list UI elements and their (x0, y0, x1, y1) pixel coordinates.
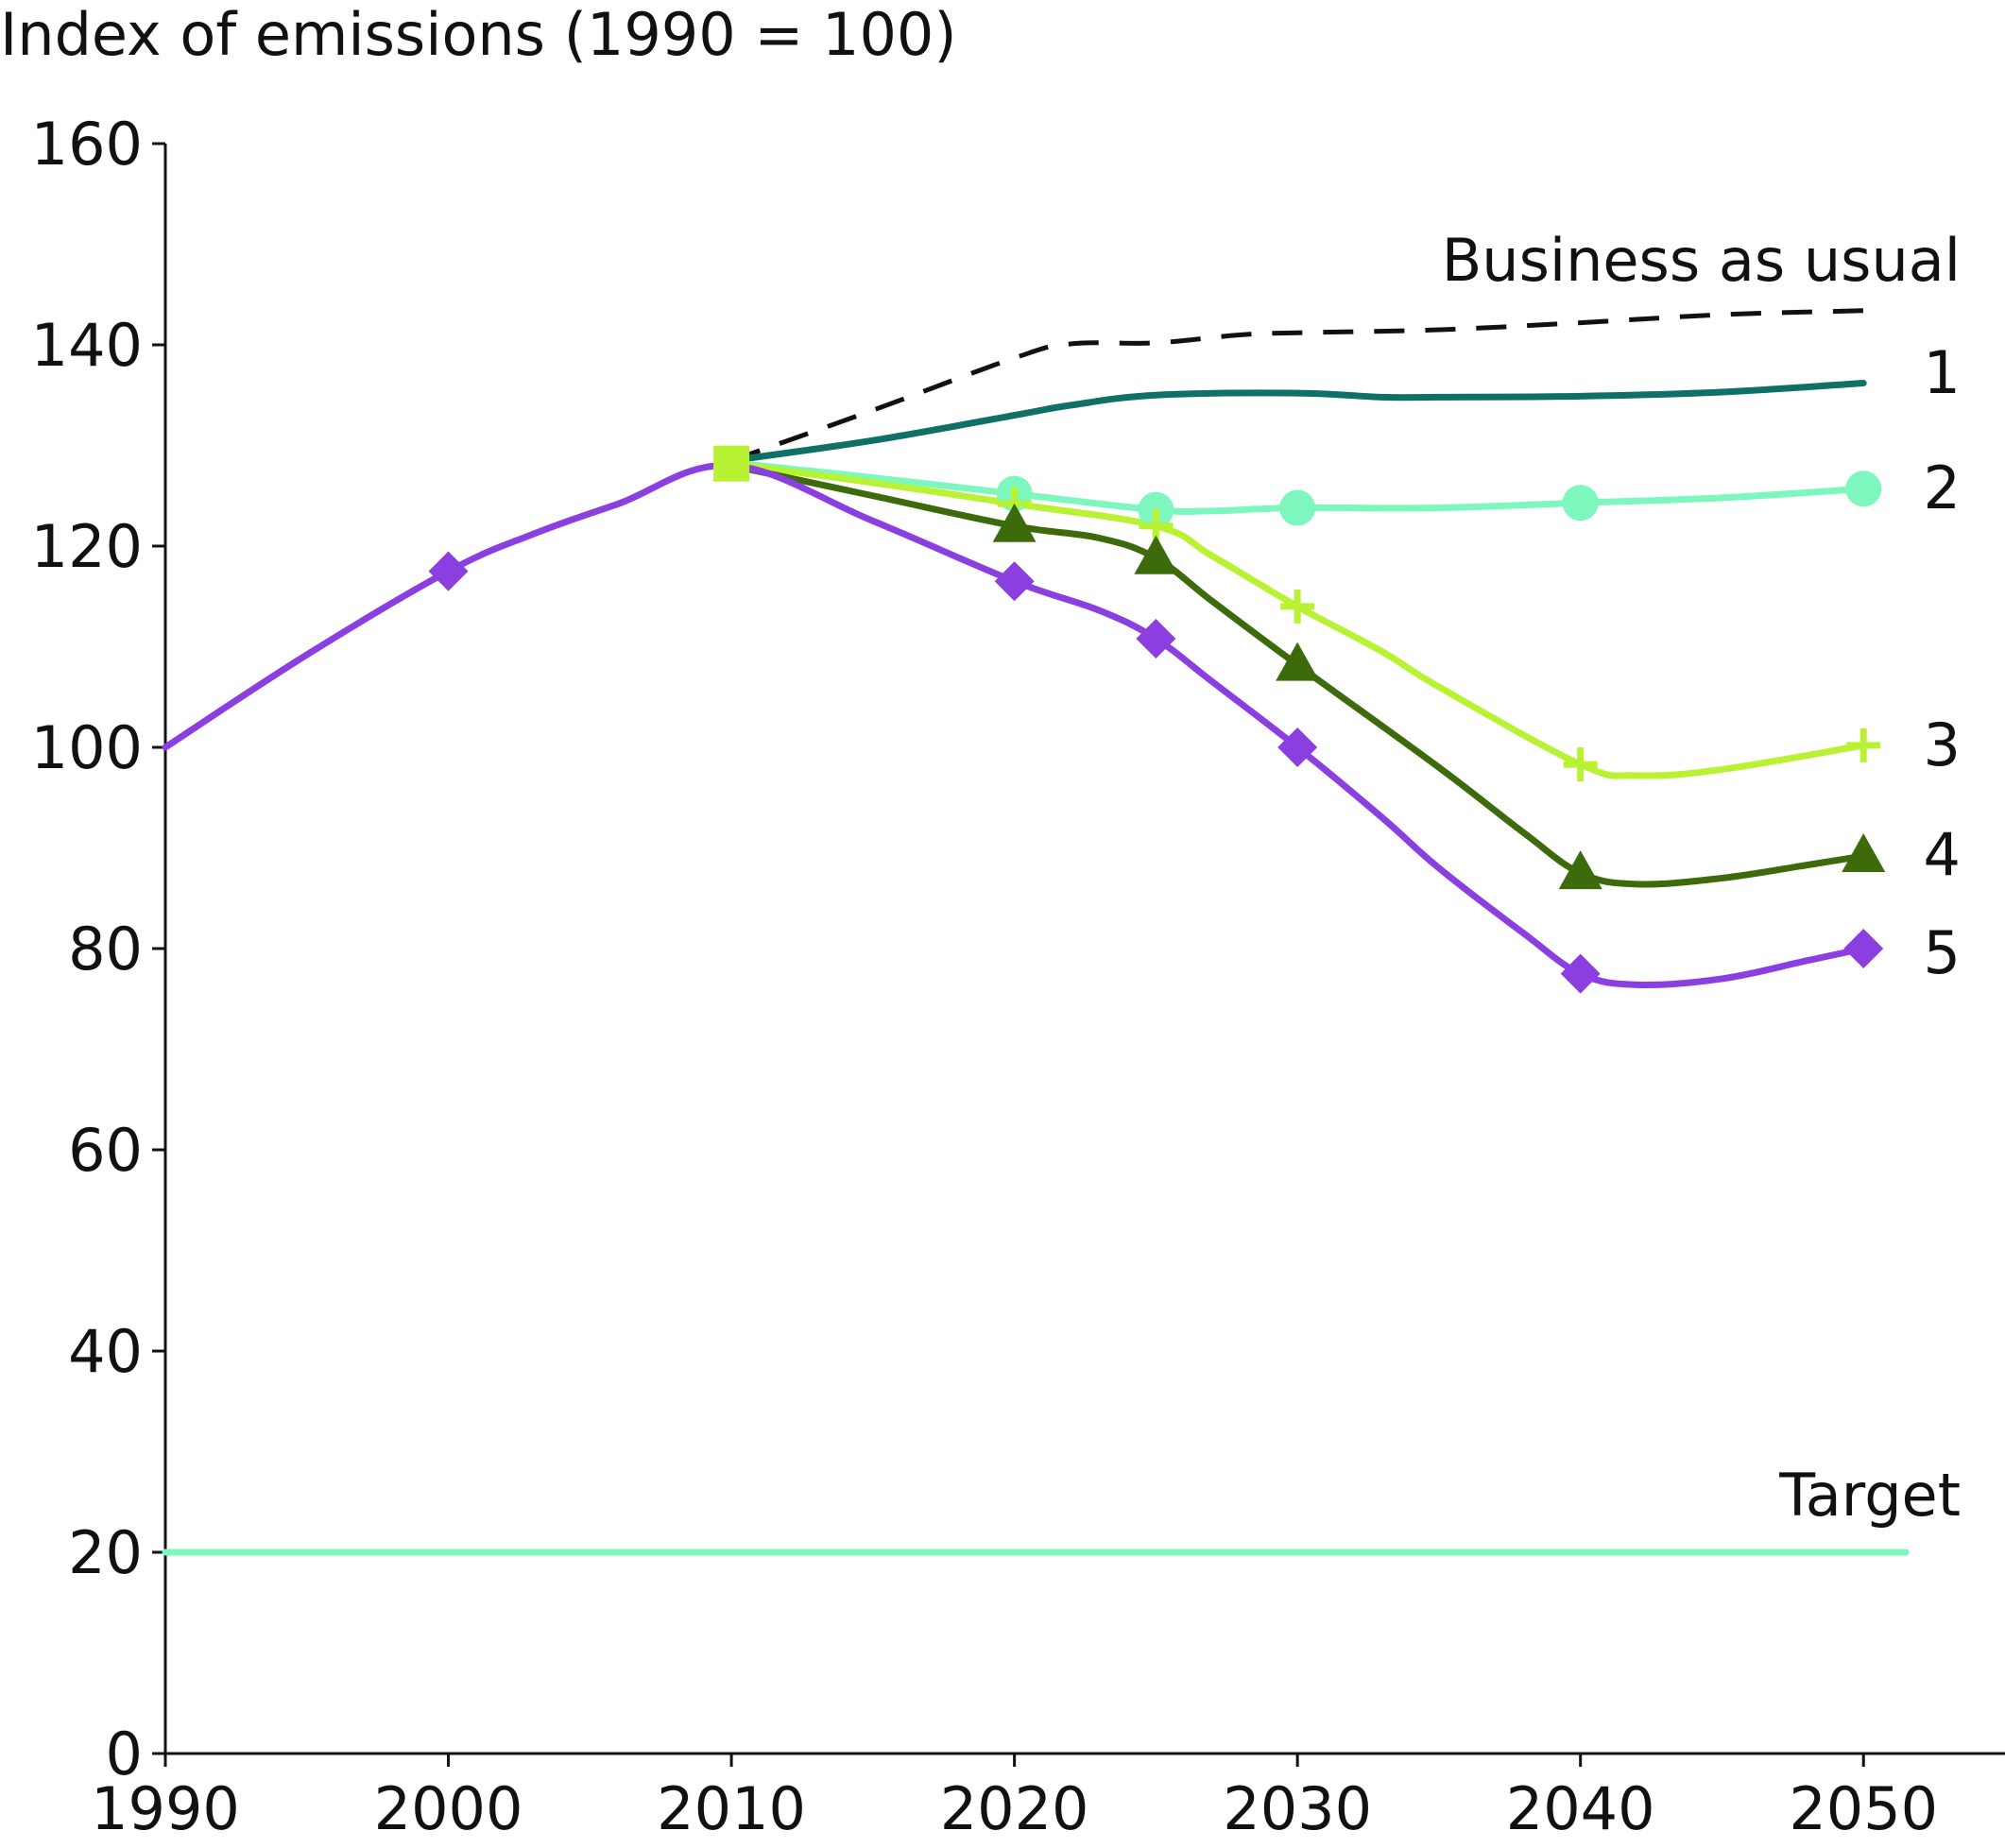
y-tick-label: 20 (68, 1518, 143, 1587)
y-axis-title: Index of emissions (1990 = 100) (0, 0, 957, 69)
series-label-target: Target (1778, 1461, 1961, 1530)
series-layer (162, 308, 1910, 1556)
x-tick-label: 2000 (374, 1774, 523, 1843)
series-marker-5 (1843, 929, 1884, 968)
series-marker-4 (1842, 833, 1886, 873)
y-tick-label: 140 (31, 311, 143, 380)
series-marker-3 (1846, 727, 1881, 762)
series-label-3: 3 (1924, 710, 1961, 779)
series-marker-4 (1134, 535, 1178, 574)
series-label-5: 5 (1924, 918, 1961, 987)
series-marker-5 (1136, 618, 1176, 659)
series-line-4 (728, 462, 1867, 888)
y-tick-label: 160 (31, 110, 143, 179)
x-tick-label: 1990 (91, 1774, 240, 1843)
series-line-1 (728, 379, 1867, 464)
x-tick-label: 2020 (940, 1774, 1089, 1843)
label-layer: Business as usual 1 2 3 4 5 Target (1442, 226, 1961, 1530)
series-line-business-as-usual (730, 308, 1864, 463)
series-marker-5 (428, 551, 469, 591)
x-tick-label: 2030 (1223, 1774, 1372, 1843)
series-marker-2 (1562, 485, 1599, 522)
series-marker-4 (992, 503, 1037, 542)
series-label-1: 1 (1924, 338, 1961, 407)
marker-layer (428, 445, 1886, 994)
series-marker-5 (1560, 953, 1601, 994)
series-marker-3 (1563, 747, 1598, 782)
series-label-business-as-usual: Business as usual (1442, 226, 1961, 295)
series-label-4: 4 (1924, 820, 1961, 889)
series-marker-2 (1845, 471, 1882, 507)
series-label-2: 2 (1924, 453, 1961, 522)
series-marker-2 (1279, 489, 1316, 526)
series-line-5 (162, 462, 1867, 989)
series-marker-5 (994, 561, 1035, 602)
y-tick-label: 100 (31, 713, 143, 782)
series-marker-3 (1280, 589, 1315, 624)
series-line-2 (728, 459, 1867, 516)
y-tick-label: 80 (68, 915, 143, 984)
series-marker-4 (1276, 642, 1320, 681)
y-tick-label: 0 (106, 1720, 143, 1788)
y-tick-label: 120 (31, 512, 143, 581)
series-marker-5 (1277, 727, 1318, 767)
series-marker-4 (1558, 850, 1602, 890)
x-tick-label: 2010 (657, 1774, 806, 1843)
x-tick-label: 2050 (1789, 1774, 1938, 1843)
y-tick-label: 40 (68, 1317, 143, 1386)
series-line-3 (728, 460, 1867, 779)
x-tick-label: 2040 (1506, 1774, 1655, 1843)
y-tick-label: 60 (68, 1116, 143, 1185)
series-marker-square (713, 445, 750, 482)
